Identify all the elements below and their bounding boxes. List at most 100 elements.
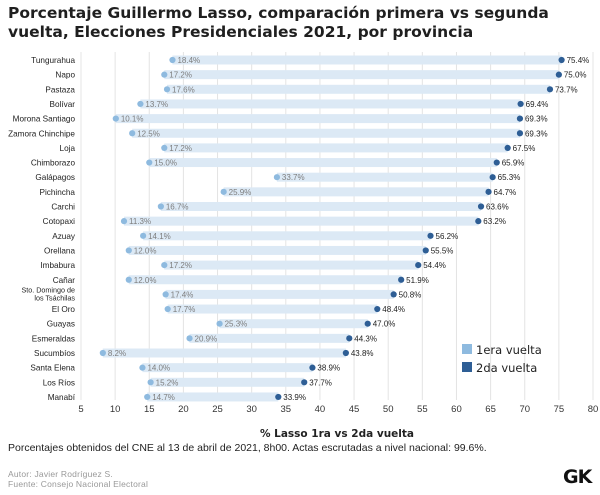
- label-2da-vuelta: 69.4%: [526, 100, 549, 109]
- label-1era-vuelta: 15.0%: [154, 159, 177, 168]
- range-band: [223, 187, 489, 197]
- category-label: Zamora Chinchipe: [8, 129, 75, 138]
- label-1era-vuelta: 25.3%: [225, 320, 248, 329]
- x-tick-label: 10: [110, 404, 121, 415]
- label-1era-vuelta: 17.2%: [169, 71, 192, 80]
- label-1era-vuelta: 17.2%: [169, 261, 192, 270]
- dot-1era-vuelta: [137, 100, 144, 108]
- range-band: [165, 289, 394, 299]
- range-band: [167, 304, 378, 314]
- label-1era-vuelta: 14.1%: [148, 232, 171, 241]
- label-2da-vuelta: 55.5%: [431, 246, 454, 255]
- label-2da-vuelta: 64.7%: [494, 188, 517, 197]
- dot-2da-vuelta: [422, 247, 429, 254]
- dot-2da-vuelta: [398, 276, 405, 283]
- range-band: [219, 319, 368, 329]
- range-band: [164, 70, 559, 80]
- category-label: Morona Santiago: [13, 115, 76, 124]
- label-1era-vuelta: 33.7%: [282, 173, 305, 182]
- range-band: [189, 333, 350, 343]
- dot-2da-vuelta: [555, 71, 562, 78]
- range-band: [149, 158, 497, 168]
- category-label-line1: Sto. Domingo de: [21, 285, 75, 294]
- dot-1era-vuelta: [139, 364, 146, 371]
- range-band: [102, 348, 346, 358]
- range-band: [150, 377, 305, 387]
- dumbbell-chart: 5 10 15 20 25 30 35 40 45 50 55 60 65 70 75 80 % Lasso 1…: [8, 52, 598, 440]
- credit-source: Fuente: Consejo Nacional Electoral: [8, 479, 149, 489]
- label-1era-vuelta: 17.4%: [171, 290, 194, 299]
- category-label: Tungurahua: [31, 56, 75, 65]
- label-2da-vuelta: 69.3%: [525, 115, 548, 124]
- label-1era-vuelta: 13.7%: [145, 100, 168, 109]
- dot-2da-vuelta: [309, 364, 316, 371]
- category-label: Bolívar: [50, 100, 76, 109]
- dot-2da-vuelta: [415, 262, 422, 269]
- x-tick-label: 5: [78, 404, 83, 415]
- label-2da-vuelta: 37.7%: [309, 378, 332, 387]
- label-2da-vuelta: 69.3%: [525, 129, 548, 138]
- label-1era-vuelta: 8.2%: [108, 349, 126, 358]
- range-band: [164, 143, 508, 153]
- label-1era-vuelta: 20.9%: [195, 334, 218, 343]
- dot-1era-vuelta: [161, 262, 168, 269]
- label-1era-vuelta: 14.7%: [152, 393, 175, 402]
- dot-2da-vuelta: [558, 56, 565, 64]
- dot-1era-vuelta: [273, 174, 281, 181]
- category-label: Manabí: [48, 393, 76, 402]
- range-band: [147, 392, 279, 402]
- label-2da-vuelta: 47.0%: [373, 320, 396, 329]
- dot-1era-vuelta: [146, 159, 153, 166]
- x-tick-label: 30: [246, 404, 257, 415]
- dot-2da-vuelta: [374, 305, 381, 313]
- x-axis-title: % Lasso 1ra vs 2da vuelta: [260, 428, 414, 440]
- dot-2da-vuelta: [517, 100, 524, 108]
- label-1era-vuelta: 16.7%: [166, 203, 189, 212]
- category-label: Chimborazo: [31, 159, 76, 168]
- x-tick-label: 60: [451, 404, 462, 415]
- dot-1era-vuelta: [99, 349, 106, 357]
- label-1era-vuelta: 15.2%: [156, 378, 179, 387]
- label-2da-vuelta: 67.5%: [513, 144, 536, 153]
- category-label-line2: los Tsáchilas: [34, 293, 75, 302]
- category-label: Cotopaxi: [43, 217, 75, 226]
- label-2da-vuelta: 75.0%: [564, 71, 587, 80]
- dot-2da-vuelta: [477, 203, 485, 210]
- label-2da-vuelta: 73.7%: [555, 85, 578, 94]
- legend-swatch-1era-vuelta: [462, 344, 472, 354]
- label-1era-vuelta: 17.7%: [173, 305, 196, 314]
- dot-2da-vuelta: [489, 174, 496, 181]
- range-band: [276, 172, 493, 182]
- range-band: [142, 363, 313, 373]
- dot-1era-vuelta: [125, 247, 132, 254]
- dot-1era-vuelta: [144, 393, 151, 401]
- dot-1era-vuelta: [112, 115, 119, 122]
- label-1era-vuelta: 18.4%: [177, 56, 200, 65]
- x-tick-label: 15: [144, 404, 155, 415]
- label-1era-vuelta: 12.0%: [134, 246, 157, 255]
- range-band: [128, 275, 402, 285]
- category-label: Esmeraldas: [32, 334, 75, 343]
- dot-1era-vuelta: [157, 203, 164, 210]
- dot-2da-vuelta: [504, 144, 511, 151]
- x-tick-label: 70: [519, 404, 530, 415]
- category-label: Pastaza: [45, 85, 75, 94]
- gk-logo: GK: [563, 466, 592, 488]
- chart-title: Porcentaje Guillermo Lasso, comparación …: [8, 4, 549, 41]
- x-tick-label: 40: [315, 404, 326, 415]
- range-band: [143, 231, 431, 241]
- label-1era-vuelta: 10.1%: [121, 115, 144, 124]
- category-label: Carchi: [51, 203, 75, 212]
- dot-1era-vuelta: [220, 188, 227, 195]
- dot-1era-vuelta: [129, 130, 136, 137]
- label-1era-vuelta: 14.0%: [147, 364, 170, 373]
- dot-1era-vuelta: [216, 320, 223, 327]
- category-label: Sucumbíos: [34, 349, 75, 358]
- dot-2da-vuelta: [546, 86, 554, 93]
- dot-1era-vuelta: [125, 276, 132, 283]
- dot-1era-vuelta: [161, 144, 168, 151]
- dot-1era-vuelta: [164, 305, 171, 313]
- dot-1era-vuelta: [169, 56, 176, 64]
- dot-2da-vuelta: [390, 291, 397, 298]
- range-band: [115, 114, 520, 124]
